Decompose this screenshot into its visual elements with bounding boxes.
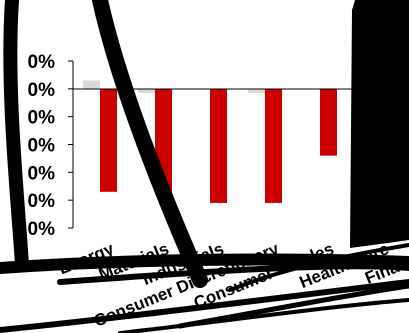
y-ticks-layer: 0% 0% 0% 0% 0% 0% 0% <box>28 52 73 240</box>
black-block-right <box>350 0 409 248</box>
bar-gray-materials <box>138 88 155 94</box>
bars-layer <box>83 80 337 203</box>
y-tick-label: 0% <box>28 108 56 129</box>
bar-red-consumer-discretionary <box>265 88 282 203</box>
scribble-stroke-6 <box>228 243 409 292</box>
y-tick-label: 0% <box>28 191 56 212</box>
y-tick-label: 0% <box>28 163 56 184</box>
scribble-stroke-5 <box>0 279 409 333</box>
y-tick-label: 0% <box>28 80 56 101</box>
y-tick-label: 0% <box>28 219 56 240</box>
y-tick-label: 0% <box>28 52 56 73</box>
bar-red-energy <box>100 88 117 192</box>
scribble-stroke-8 <box>118 298 409 333</box>
bar-red-industrials <box>210 88 227 203</box>
scribble-stroke-2 <box>92 0 208 288</box>
scribble-stroke-1 <box>3 0 29 272</box>
scribble-stroke-3 <box>0 253 409 274</box>
y-tick-label: 0% <box>28 136 56 157</box>
bar-gray-consumer-discretionary <box>248 88 265 94</box>
scribble-stroke-4 <box>57 263 409 285</box>
bar-red-consumer-staples <box>320 88 337 156</box>
bar-gray-energy <box>83 80 100 89</box>
